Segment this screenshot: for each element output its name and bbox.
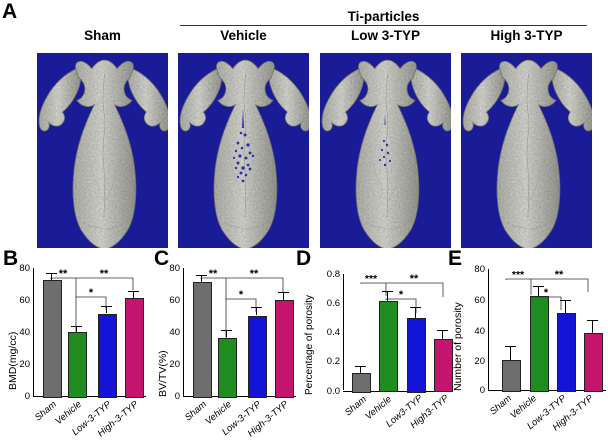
svg-text:**: ** [555,269,564,281]
svg-text:*: * [544,287,549,299]
svg-text:*: * [89,287,94,299]
svg-text:**: ** [410,273,419,285]
svg-text:***: *** [512,269,525,281]
svg-text:**: ** [209,268,218,280]
svg-text:*: * [239,289,244,301]
svg-text:**: ** [59,268,68,280]
svg-text:**: ** [100,268,109,280]
svg-text:***: *** [365,273,378,285]
svg-text:*: * [399,289,404,301]
svg-text:**: ** [250,268,259,280]
